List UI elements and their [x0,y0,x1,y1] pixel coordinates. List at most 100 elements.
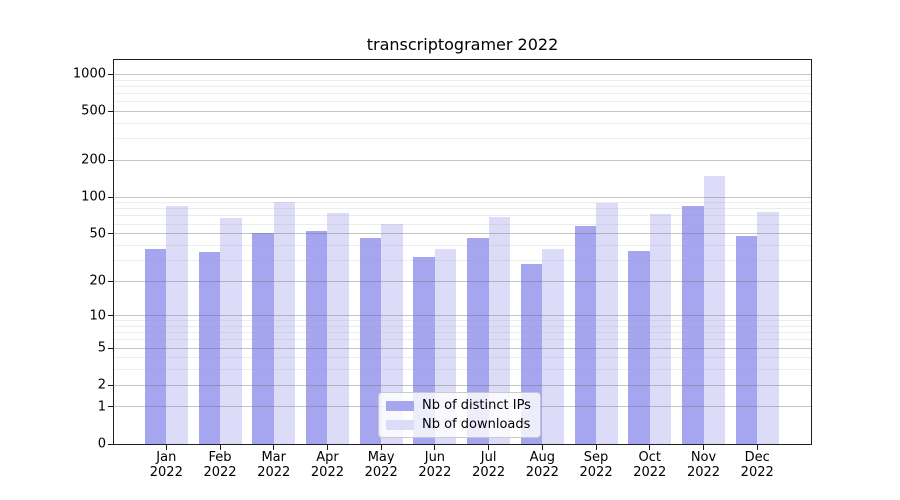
x-tick-year: 2022 [740,464,774,480]
x-tick-month: Sep [583,450,609,465]
y-tick-mark-2 [108,384,113,386]
x-tick-label-jun: Jun 2022 [407,450,463,480]
bar-ips-feb [198,252,221,444]
x-tick-mark-jul [488,445,490,450]
bar-ips-may [359,238,382,444]
bar-downloads-jul [488,217,511,444]
bar-ips-sep [574,225,597,444]
legend-item-downloads: Nb of downloads [386,416,531,433]
y-tick-mark-0 [108,443,113,445]
legend-item-distinct-ips: Nb of distinct IPs [386,397,531,414]
x-tick-month: May [367,450,395,465]
x-tick-mark-feb [219,445,221,450]
x-tick-year: 2022 [257,464,291,480]
x-tick-label-sep: Sep 2022 [568,450,624,480]
y-tick-label-10: 10 [89,308,106,324]
y-tick-mark-200 [108,159,113,161]
legend-label-distinct-ips: Nb of distinct IPs [422,398,531,413]
y-tick-label-500: 500 [81,103,106,119]
x-tick-year: 2022 [364,464,398,480]
x-tick-label-nov: Nov 2022 [676,450,732,480]
bar-downloads-apr [327,213,349,444]
y-tick-label-2: 2 [97,377,106,393]
x-tick-mark-jan [165,445,167,450]
x-tick-month: Jan [156,450,177,465]
bar-ips-dec [735,235,758,444]
x-tick-mark-dec [756,445,758,450]
x-tick-month: Nov [690,450,717,465]
x-tick-month: Feb [208,450,232,465]
y-tick-label-0: 0 [97,436,106,452]
x-tick-mark-sep [595,445,597,450]
x-tick-mark-nov [703,445,704,450]
x-tick-mark-may [380,445,382,450]
x-tick-label-feb: Feb 2022 [192,450,248,480]
bar-ips-mar [252,232,274,444]
x-tick-label-dec: Dec 2022 [729,450,785,480]
x-tick-label-jan: Jan 2022 [138,450,194,480]
y-tick-label-5: 5 [97,340,106,356]
bar-downloads-jan [166,206,188,444]
x-tick-month: Jul [480,450,497,465]
x-tick-month: Aug [529,450,556,465]
bar-downloads-sep [596,203,618,444]
bar-ips-nov [682,205,704,444]
x-tick-month: Jun [424,450,446,465]
y-tick-label-100: 100 [81,189,106,205]
x-tick-year: 2022 [579,464,613,480]
bar-downloads-may [381,224,403,444]
bar-ips-apr [305,230,328,444]
bar-downloads-oct [649,214,672,444]
y-tick-mark-1 [108,406,113,408]
x-tick-year: 2022 [149,464,183,480]
bar-downloads-mar [273,202,296,444]
x-tick-year: 2022 [686,464,721,480]
y-tick-mark-100 [108,196,113,198]
x-tick-year: 2022 [472,464,506,480]
legend: Nb of distinct IPs Nb of downloads [378,392,541,438]
x-tick-year: 2022 [633,464,667,480]
x-tick-label-oct: Oct 2022 [622,450,678,480]
y-tick-label-20: 20 [89,273,106,289]
y-tick-label-50: 50 [89,226,106,242]
legend-swatch-downloads [386,419,414,430]
x-tick-month: Mar [261,450,286,465]
y-tick-label-1: 1 [97,399,106,415]
x-tick-year: 2022 [418,464,452,480]
chart-title: transcriptogramer 2022 [366,35,559,54]
x-tick-year: 2022 [310,464,344,480]
y-tick-label-1000: 1000 [72,66,106,82]
y-tick-mark-50 [108,233,113,235]
y-tick-mark-20 [108,280,113,282]
x-tick-mark-mar [273,445,275,450]
x-tick-month: Dec [744,450,770,465]
x-tick-label-apr: Apr 2022 [299,450,355,480]
x-tick-month: Apr [316,450,339,465]
x-tick-mark-oct [649,445,651,450]
x-tick-label-aug: Aug 2022 [514,450,570,480]
bar-downloads-feb [220,218,242,444]
bar-layer [114,60,811,444]
bar-downloads-dec [757,212,779,444]
x-tick-year: 2022 [525,464,559,480]
bar-downloads-aug [542,249,564,444]
legend-label-downloads: Nb of downloads [422,417,531,432]
x-tick-mark-apr [326,445,328,450]
x-tick-month: Oct [638,450,661,465]
x-tick-mark-aug [541,445,543,450]
bar-downloads-nov [703,176,725,444]
x-tick-label-may: May 2022 [353,450,409,480]
x-tick-mark-jun [434,445,436,450]
y-tick-mark-500 [108,110,113,112]
y-tick-label-200: 200 [81,152,106,168]
bar-ips-oct [628,250,650,444]
y-tick-mark-1000 [108,73,113,75]
x-tick-label-jul: Jul 2022 [461,450,517,480]
bar-ips-jan [144,249,167,444]
legend-swatch-distinct-ips [386,400,414,411]
x-tick-year: 2022 [203,464,237,480]
y-tick-mark-5 [108,347,113,349]
plot-area: Nb of distinct IPs Nb of downloads [113,59,812,445]
x-tick-label-mar: Mar 2022 [246,450,302,480]
